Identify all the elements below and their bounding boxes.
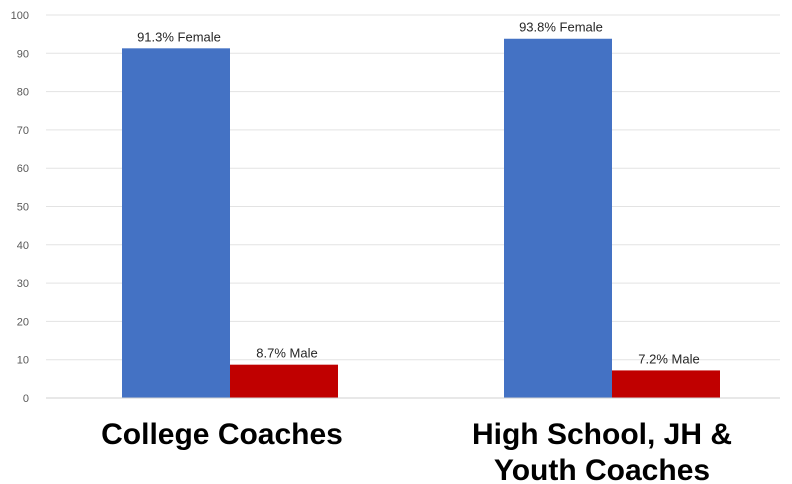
data-label: 91.3% Female — [137, 29, 221, 44]
y-tick-label: 20 — [17, 316, 29, 328]
bar — [122, 48, 230, 399]
data-label: 8.7% Male — [256, 346, 317, 361]
y-tick-label: 0 — [23, 393, 29, 405]
y-tick-label: 90 — [17, 48, 29, 60]
y-tick-label: 30 — [17, 278, 29, 290]
data-label: 7.2% Male — [638, 351, 699, 366]
bar — [230, 364, 338, 398]
data-labels: 91.3% Female 8.7% Male 93.8% Female 7.2% Ma… — [137, 20, 700, 367]
bar — [504, 38, 612, 398]
y-tick-label: 70 — [17, 125, 29, 137]
y-tick-label: 50 — [17, 202, 29, 214]
category-label-line: High School, JH & — [472, 418, 732, 451]
bar — [612, 370, 720, 398]
category-label: College Coaches — [101, 418, 343, 451]
category-label: High School, JH & Youth Coaches — [472, 418, 732, 484]
y-tick-label: 10 — [17, 355, 29, 367]
y-tick-label: 40 — [17, 240, 29, 252]
category-label-line: College Coaches — [101, 418, 343, 451]
category-label-line: Youth Coaches — [494, 454, 710, 484]
y-axis-tick-labels: 0 10 20 30 40 50 60 70 80 90 100 — [11, 10, 29, 405]
data-label: 93.8% Female — [519, 20, 603, 35]
bars — [122, 38, 720, 399]
y-tick-label: 100 — [11, 10, 29, 22]
y-tick-label: 80 — [17, 87, 29, 99]
y-tick-label: 60 — [17, 163, 29, 175]
category-labels: College Coaches High School, JH & Youth Co… — [101, 418, 732, 484]
